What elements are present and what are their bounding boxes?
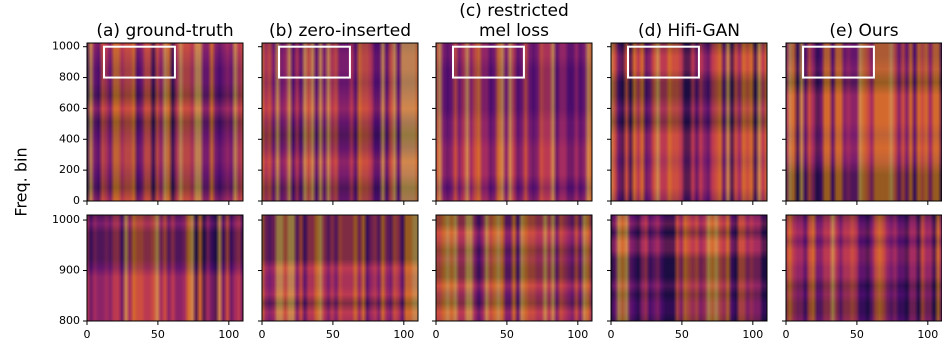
axes-frame bbox=[785, 42, 942, 202]
axes-frame bbox=[785, 214, 942, 322]
highlight-box bbox=[103, 45, 176, 79]
x-tick-label: 100 bbox=[218, 328, 239, 341]
axes-frame bbox=[435, 42, 593, 202]
y-tick-label: 800 bbox=[59, 71, 80, 84]
panel-title: (d) Hifi-GAN bbox=[638, 21, 740, 41]
highlight-box bbox=[627, 45, 700, 79]
x-tick-label: 50 bbox=[500, 328, 514, 341]
panel-title: mel loss bbox=[479, 21, 549, 41]
spectrogram-shade bbox=[611, 215, 767, 321]
axes-frame bbox=[435, 214, 593, 322]
panel-title: (e) Ours bbox=[829, 21, 898, 41]
x-tick-label: 100 bbox=[393, 328, 414, 341]
panel-title: (c) restricted bbox=[459, 1, 569, 21]
spectrogram-shade bbox=[786, 215, 942, 321]
axes-frame bbox=[86, 214, 244, 322]
y-tick-label: 0 bbox=[73, 194, 80, 207]
axes-frame bbox=[261, 42, 419, 202]
highlight-box bbox=[278, 45, 351, 79]
spectrogram-shade bbox=[262, 215, 418, 321]
x-tick-label: 100 bbox=[567, 328, 588, 341]
x-tick-label: 50 bbox=[326, 328, 340, 341]
x-tick-label: 50 bbox=[151, 328, 165, 341]
y-tick-label: 900 bbox=[59, 264, 80, 277]
y-tick-label: 1000 bbox=[52, 213, 80, 226]
spectrogram-shade bbox=[786, 43, 942, 201]
x-tick-label: 100 bbox=[742, 328, 763, 341]
axes-frame bbox=[261, 214, 419, 322]
x-tick-label: 50 bbox=[675, 328, 689, 341]
spectrogram-shade bbox=[436, 43, 592, 201]
y-tick-label: 600 bbox=[59, 101, 80, 114]
x-tick-label: 0 bbox=[259, 328, 266, 341]
y-tick-label: 200 bbox=[59, 163, 80, 176]
panel-title: (a) ground-truth bbox=[96, 21, 233, 41]
x-tick-label: 100 bbox=[917, 328, 938, 341]
spectrogram-shade bbox=[87, 215, 243, 321]
y-tick-label: 1000 bbox=[52, 40, 80, 53]
highlight-box bbox=[802, 45, 875, 79]
spectrogram-shade bbox=[436, 215, 592, 321]
x-tick-label: 0 bbox=[84, 328, 91, 341]
x-tick-label: 50 bbox=[850, 328, 864, 341]
x-tick-label: 0 bbox=[608, 328, 615, 341]
y-axis-label: Freq. bin bbox=[12, 147, 31, 216]
axes-frame bbox=[610, 42, 768, 202]
x-tick-label: 0 bbox=[433, 328, 440, 341]
spectrogram-shade bbox=[262, 43, 418, 201]
axes-frame bbox=[86, 42, 244, 202]
x-tick-label: 0 bbox=[783, 328, 790, 341]
spectrogram-shade bbox=[87, 43, 243, 201]
spectrogram-shade bbox=[611, 43, 767, 201]
axes-frame bbox=[610, 214, 768, 322]
highlight-box bbox=[452, 45, 525, 79]
y-tick-label: 400 bbox=[59, 132, 80, 145]
y-tick-label: 800 bbox=[59, 314, 80, 327]
panel-title: (b) zero-inserted bbox=[269, 21, 411, 41]
